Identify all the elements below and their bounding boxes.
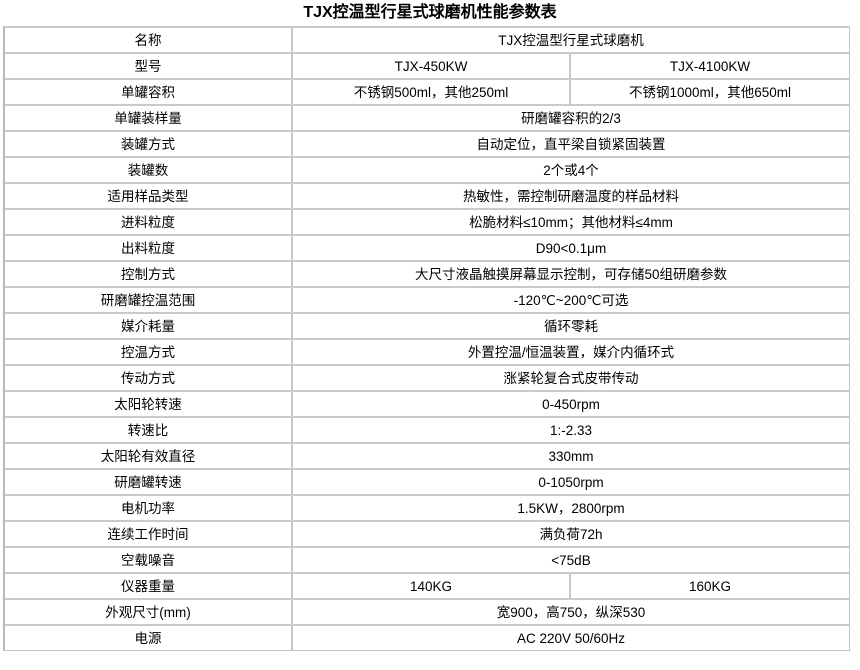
table-row: 控温方式 外置控温/恒温装置，媒介内循环式 — [5, 340, 849, 366]
row-value-cell: 热敏性，需控制研磨温度的样品材料 — [293, 184, 849, 210]
row-value-cell-model-a: 不锈钢500ml，其他250ml — [293, 80, 571, 106]
row-value-cell: 涨紧轮复合式皮带传动 — [293, 366, 849, 392]
row-value-cell-model-b: 不锈钢1000ml，其他650ml — [571, 80, 849, 106]
row-label-cell: 单罐容积 — [5, 80, 293, 106]
table-row: 外观尺寸(mm) 宽900，高750，纵深530 — [5, 600, 849, 626]
row-label-cell: 名称 — [5, 28, 293, 54]
row-label-cell: 连续工作时间 — [5, 522, 293, 548]
row-label-cell: 媒介耗量 — [5, 314, 293, 340]
row-label-cell: 电源 — [5, 626, 293, 650]
row-value-cell: 大尺寸液晶触摸屏幕显示控制，可存储50组研磨参数 — [293, 262, 849, 288]
row-value-cell: -120℃~200℃可选 — [293, 288, 849, 314]
table-row: 连续工作时间 满负荷72h — [5, 522, 849, 548]
row-label-cell: 空载噪音 — [5, 548, 293, 574]
row-label-cell: 外观尺寸(mm) — [5, 600, 293, 626]
row-value-cell: 0-450rpm — [293, 392, 849, 418]
row-value-cell: 1:-2.33 — [293, 418, 849, 444]
row-value-cell: <75dB — [293, 548, 849, 574]
row-value-cell: 外置控温/恒温装置，媒介内循环式 — [293, 340, 849, 366]
specification-table: 名称 TJX控温型行星式球磨机 型号 TJX-450KW TJX-4100KW 单罐容积不… — [3, 26, 850, 651]
row-label-cell: 研磨罐转速 — [5, 470, 293, 496]
row-label-cell: 太阳轮转速 — [5, 392, 293, 418]
table-row: 名称 TJX控温型行星式球磨机 — [5, 28, 849, 54]
row-value-cell: 0-1050rpm — [293, 470, 849, 496]
row-value-cell: 宽900，高750，纵深530 — [293, 600, 849, 626]
row-label-cell: 转速比 — [5, 418, 293, 444]
table-row: 适用样品类型 热敏性，需控制研磨温度的样品材料 — [5, 184, 849, 210]
row-value-cell-model-a: TJX-450KW — [293, 54, 571, 80]
row-value-cell-model-a: 140KG — [293, 574, 571, 600]
table-row: 太阳轮有效直径 330mm — [5, 444, 849, 470]
table-row: 仪器重量 140KG 160KG — [5, 574, 849, 600]
row-label-cell: 仪器重量 — [5, 574, 293, 600]
table-row: 控制方式 大尺寸液晶触摸屏幕显示控制，可存储50组研磨参数 — [5, 262, 849, 288]
table-row: 太阳轮转速 0-450rpm — [5, 392, 849, 418]
table-row: 进料粒度 松脆材料≤10mm；其他材料≤4mm — [5, 210, 849, 236]
row-label-cell: 装罐方式 — [5, 132, 293, 158]
row-label-cell: 装罐数 — [5, 158, 293, 184]
row-value-cell: 满负荷72h — [293, 522, 849, 548]
table-row: 研磨罐转速 0-1050rpm — [5, 470, 849, 496]
row-label-cell: 电机功率 — [5, 496, 293, 522]
spec-table-container: 名称 TJX控温型行星式球磨机 型号 TJX-450KW TJX-4100KW 单罐容积不… — [0, 26, 860, 651]
row-value-cell: 1.5KW，2800rpm — [293, 496, 849, 522]
row-value-cell: 研磨罐容积的2/3 — [293, 106, 849, 132]
row-value-cell-model-b: TJX-4100KW — [571, 54, 849, 80]
spec-table-body: 名称 TJX控温型行星式球磨机 型号 TJX-450KW TJX-4100KW 单罐容积不… — [5, 28, 849, 650]
row-value-cell-model-b: 160KG — [571, 574, 849, 600]
table-row: 传动方式 涨紧轮复合式皮带传动 — [5, 366, 849, 392]
row-value-cell: D90<0.1μm — [293, 236, 849, 262]
table-row: 电机功率 1.5KW，2800rpm — [5, 496, 849, 522]
table-row: 空载噪音 <75dB — [5, 548, 849, 574]
row-value-cell: 松脆材料≤10mm；其他材料≤4mm — [293, 210, 849, 236]
row-label-cell: 出料粒度 — [5, 236, 293, 262]
row-value-cell: 自动定位，直平梁自锁紧固装置 — [293, 132, 849, 158]
row-label-cell: 研磨罐控温范围 — [5, 288, 293, 314]
table-row: 型号 TJX-450KW TJX-4100KW — [5, 54, 849, 80]
row-value-cell: TJX控温型行星式球磨机 — [293, 28, 849, 54]
table-row: 电源 AC 220V 50/60Hz — [5, 626, 849, 650]
row-label-cell: 控温方式 — [5, 340, 293, 366]
table-row: 转速比 1:-2.33 — [5, 418, 849, 444]
table-row: 单罐装样量 研磨罐容积的2/3 — [5, 106, 849, 132]
row-label-cell: 控制方式 — [5, 262, 293, 288]
row-value-cell: 循环零耗 — [293, 314, 849, 340]
row-value-cell: AC 220V 50/60Hz — [293, 626, 849, 650]
row-label-cell: 进料粒度 — [5, 210, 293, 236]
row-label-cell: 太阳轮有效直径 — [5, 444, 293, 470]
row-value-cell: 2个或4个 — [293, 158, 849, 184]
row-label-cell: 适用样品类型 — [5, 184, 293, 210]
table-row: 装罐数 2个或4个 — [5, 158, 849, 184]
table-row: 单罐容积 不锈钢500ml，其他250ml 不锈钢1000ml，其他650ml — [5, 80, 849, 106]
table-row: 媒介耗量 循环零耗 — [5, 314, 849, 340]
table-row: 装罐方式 自动定位，直平梁自锁紧固装置 — [5, 132, 849, 158]
page-title: TJX控温型行星式球磨机性能参数表 — [303, 4, 557, 21]
row-label-cell: 传动方式 — [5, 366, 293, 392]
row-value-cell: 330mm — [293, 444, 849, 470]
table-row: 出料粒度 D90<0.1μm — [5, 236, 849, 262]
table-row: 研磨罐控温范围 -120℃~200℃可选 — [5, 288, 849, 314]
row-label-cell: 单罐装样量 — [5, 106, 293, 132]
row-label-cell: 型号 — [5, 54, 293, 80]
